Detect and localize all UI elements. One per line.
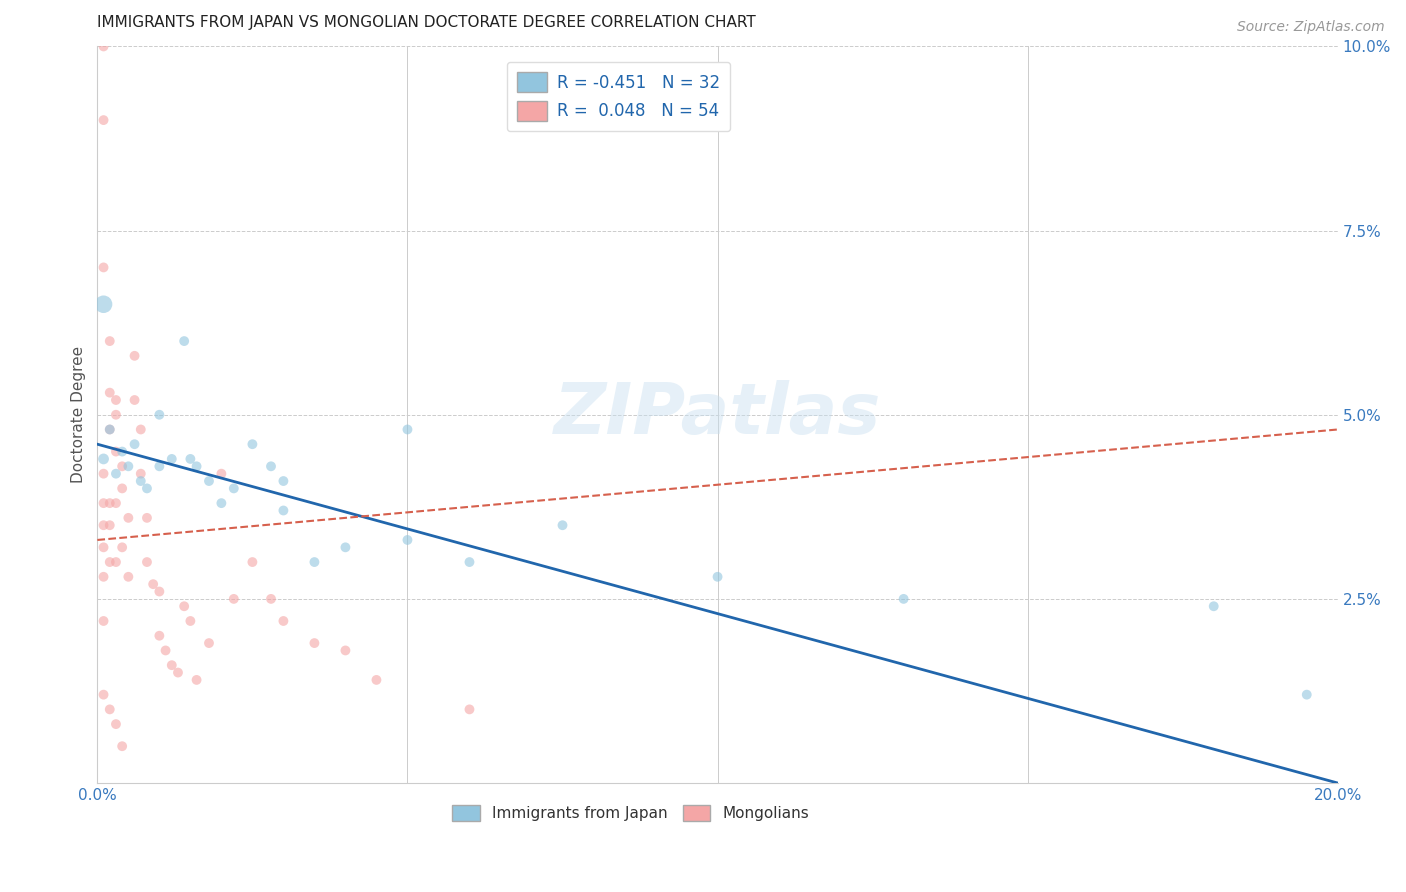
Point [129,467,152,481]
Point [93,113,115,128]
Point [93,614,115,628]
Point [111,482,134,496]
Point [335,541,357,555]
Point [186,459,208,474]
Point [93,297,115,311]
Point [198,474,221,488]
Point [93,688,115,702]
Point [129,474,152,488]
Point [366,673,388,687]
Point [93,452,115,467]
Point [93,570,115,584]
Point [148,408,170,422]
Point [117,511,139,525]
Text: ZIPatlas: ZIPatlas [554,380,882,450]
Point [260,459,283,474]
Point [160,658,183,673]
Point [179,614,201,628]
Point [148,584,170,599]
Point [129,422,152,436]
Point [98,496,121,510]
Point [160,452,183,467]
Point [142,577,165,591]
Point [186,673,208,687]
Point [98,702,121,716]
Point [117,570,139,584]
Point [173,334,195,348]
Point [136,511,159,525]
Point [124,437,146,451]
Point [706,570,728,584]
Point [242,555,264,569]
Point [458,555,481,569]
Point [242,437,264,451]
Point [173,599,195,614]
Point [111,444,134,458]
Point [273,503,295,517]
Text: IMMIGRANTS FROM JAPAN VS MONGOLIAN DOCTORATE DEGREE CORRELATION CHART: IMMIGRANTS FROM JAPAN VS MONGOLIAN DOCTO… [97,15,756,30]
Point [124,349,146,363]
Point [198,636,221,650]
Point [93,496,115,510]
Point [98,518,121,533]
Point [1295,688,1317,702]
Point [104,555,127,569]
Point [148,629,170,643]
Point [209,496,232,510]
Point [104,467,127,481]
Point [273,474,295,488]
Point [136,555,159,569]
Point [104,392,127,407]
Point [136,482,159,496]
Point [104,717,127,731]
Point [104,408,127,422]
Point [124,392,146,407]
Point [93,541,115,555]
Point [260,591,283,606]
Point [458,702,481,716]
Point [148,459,170,474]
Point [1202,599,1225,614]
Point [304,636,326,650]
Point [111,739,134,754]
Point [98,385,121,400]
Point [98,555,121,569]
Point [167,665,190,680]
Y-axis label: Doctorate Degree: Doctorate Degree [72,346,86,483]
Point [98,422,121,436]
Point [396,422,419,436]
Point [117,459,139,474]
Point [93,39,115,54]
Point [304,555,326,569]
Point [155,643,177,657]
Text: Source: ZipAtlas.com: Source: ZipAtlas.com [1237,20,1385,34]
Point [93,467,115,481]
Point [179,452,201,467]
Point [396,533,419,547]
Point [893,591,915,606]
Point [111,541,134,555]
Point [98,334,121,348]
Point [222,591,245,606]
Point [93,518,115,533]
Legend: Immigrants from Japan, Mongolians: Immigrants from Japan, Mongolians [446,798,815,827]
Point [335,643,357,657]
Point [104,496,127,510]
Point [93,260,115,275]
Point [111,459,134,474]
Point [209,467,232,481]
Point [98,422,121,436]
Point [222,482,245,496]
Point [273,614,295,628]
Point [104,444,127,458]
Point [551,518,574,533]
